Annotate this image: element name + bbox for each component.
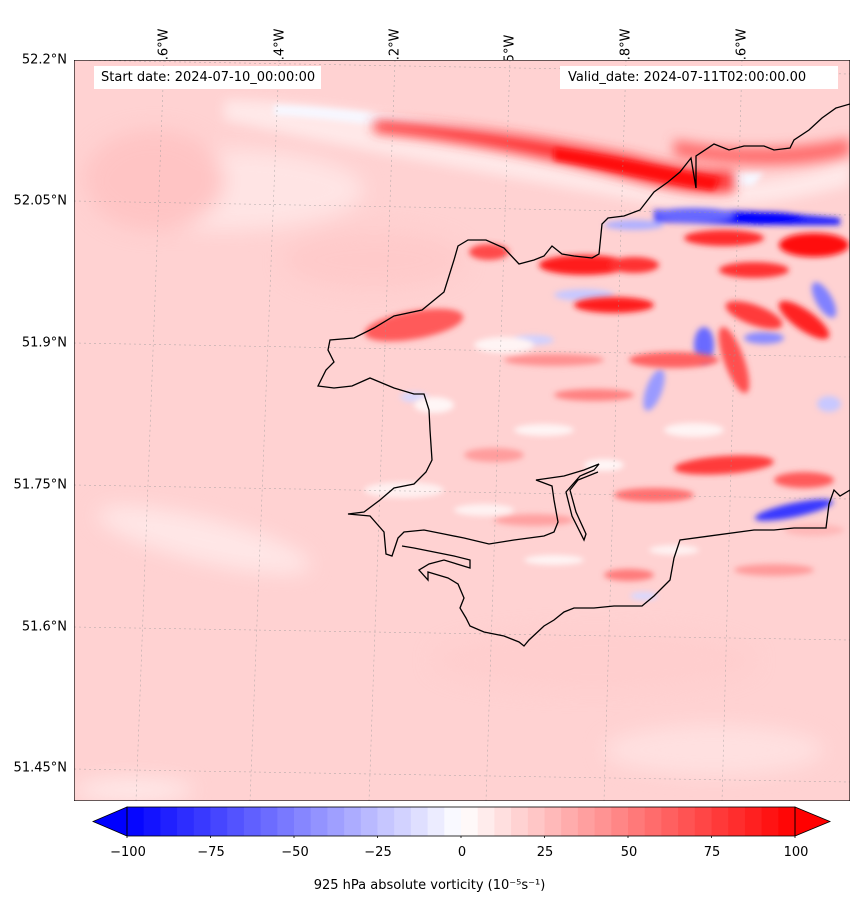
colorbar-cell <box>711 807 729 836</box>
colorbar-cell <box>277 807 295 836</box>
colorbar-max-arrow <box>794 806 832 837</box>
colorbar-cell <box>344 807 362 836</box>
colorbar-tick-label: −50 <box>281 845 309 860</box>
colorbar-cell <box>310 807 328 836</box>
colorbar-cell <box>744 807 763 836</box>
lat-label-52.05n: 52.05°N <box>13 193 67 209</box>
colorbar-tick-label: −100 <box>110 845 146 860</box>
colorbar-cell <box>611 807 629 836</box>
colorbar-cell <box>227 807 245 836</box>
valid-date-label: Valid_date: 2024-07-11T02:00:00.00 <box>560 66 838 89</box>
colorbar-cell <box>594 807 612 836</box>
colorbar-tick-label: 0 <box>457 845 467 860</box>
lat-label-51.9n: 51.9°N <box>21 335 67 351</box>
lat-label-51.6n: 51.6°N <box>21 619 67 635</box>
lon-label-5.4w: 5.4°W <box>272 28 288 69</box>
colorbar-tick-label: 50 <box>620 845 638 860</box>
vorticity-map <box>74 60 850 801</box>
colorbar-cell <box>327 807 345 836</box>
colorbar <box>92 806 832 838</box>
colorbar-cell <box>761 807 779 836</box>
colorbar-cell <box>577 807 596 836</box>
lon-label-4.6w: 4.6°W <box>734 28 750 69</box>
colorbar-cell <box>127 807 145 836</box>
colorbar-cell <box>527 807 546 836</box>
colorbar-cell <box>360 807 379 836</box>
colorbar-cell <box>778 807 796 836</box>
lat-label-52.2n: 52.2°N <box>21 52 67 68</box>
lat-label-51.45n: 51.45°N <box>13 760 67 776</box>
lat-label-51.75n: 51.75°N <box>13 477 67 493</box>
colorbar-cell <box>160 807 178 836</box>
colorbar-cell <box>678 807 696 836</box>
colorbar-cells <box>127 807 796 836</box>
colorbar-cell <box>177 807 195 836</box>
colorbar-cell <box>511 807 529 836</box>
colorbar-cell <box>193 807 212 836</box>
colorbar-cell <box>661 807 679 836</box>
colorbar-cell <box>243 807 262 836</box>
colorbar-cell <box>294 807 312 836</box>
colorbar-tick-label: −25 <box>364 845 392 860</box>
coastline <box>317 103 850 647</box>
lon-label-5w: 5°W <box>502 34 518 63</box>
colorbar-tick-label: 75 <box>703 845 721 860</box>
colorbar-cell <box>728 807 746 836</box>
lon-label-4.8w: 4.8°W <box>618 28 634 69</box>
colorbar-cell <box>694 807 713 836</box>
background-structure <box>74 130 824 801</box>
colorbar-cell <box>210 807 228 836</box>
positive-vorticity-streaks <box>364 230 849 581</box>
lon-label-5.6w: 5.6°W <box>156 28 172 69</box>
colorbar-cell <box>477 807 495 836</box>
start-date-label: Start date: 2024-07-10_00:00:00 <box>94 66 321 89</box>
colorbar-tick-label: 100 <box>783 845 809 860</box>
colorbar-cell <box>628 807 646 836</box>
colorbar-cell <box>427 807 445 836</box>
colorbar-cell <box>544 807 562 836</box>
colorbar-tick-label: 25 <box>536 845 554 860</box>
neutral-patches <box>364 337 724 565</box>
colorbar-label: 925 hPa absolute vorticity (10⁻⁵s⁻¹) <box>313 878 546 893</box>
colorbar-cell <box>461 807 479 836</box>
lon-label-5.2w: 5.2°W <box>387 28 403 69</box>
colorbar-cell <box>143 807 161 836</box>
colorbar-tick-label: −75 <box>197 845 225 860</box>
colorbar-cell <box>260 807 278 836</box>
colorbar-cell <box>644 807 662 836</box>
colorbar-cell <box>410 807 429 836</box>
colorbar-cell <box>444 807 462 836</box>
colorbar-cell <box>561 807 579 836</box>
colorbar-cell <box>394 807 412 836</box>
colorbar-min-arrow <box>92 806 128 837</box>
colorbar-cell <box>377 807 395 836</box>
colorbar-tick-marks <box>126 836 796 838</box>
colorbar-cell <box>494 807 512 836</box>
northern-vorticity-band <box>224 100 850 207</box>
